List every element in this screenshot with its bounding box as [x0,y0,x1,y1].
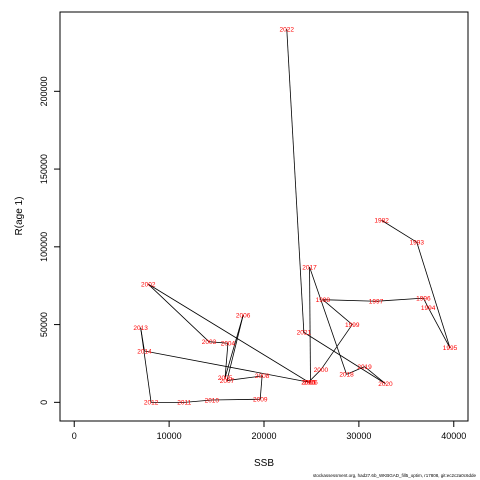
year-point-label: 2015 [301,379,316,386]
year-point-label: 2002 [141,281,156,288]
x-axis: 0 10000 20000 30000 40000 [72,420,466,441]
year-labels: 1982 1993 1995 1994 1996 1997 1998 1999 2000 2001… [133,26,457,406]
year-point-label: 2011 [177,400,191,407]
year-point-label: 2000 [314,367,329,374]
path-segment [423,297,429,308]
path-segment [320,324,353,370]
x-tick-label: 40000 [441,431,466,441]
year-point-label: 2012 [144,400,159,407]
path-segment [147,283,210,342]
year-point-label: 2006 [236,313,251,320]
path-segment [144,350,309,383]
y-tick-label: 0 [39,400,49,405]
y-tick-label: 100000 [39,232,49,262]
x-tick-label: 10000 [157,431,182,441]
x-tick-label: 20000 [251,431,276,441]
year-point-label: 2017 [302,264,317,271]
path-segment [286,29,305,333]
year-point-label: 2007 [220,378,235,385]
path-segment [303,332,386,385]
path-segment [381,220,417,243]
year-point-label: 1982 [374,218,389,225]
year-point-label: 2013 [133,325,148,332]
path-segment [226,315,244,381]
path-segment [364,366,386,384]
y-tick-label: 150000 [39,154,49,184]
y-axis-label: R(age 1) [14,197,25,236]
path-segment [416,242,451,349]
year-point-label: 2021 [297,330,312,337]
year-point-label: 2009 [253,397,268,404]
x-tick-label: 30000 [346,431,371,441]
path-segment [211,398,261,401]
plot-frame [59,11,469,422]
path-segment [140,327,145,352]
path-segment [309,267,311,383]
path-segment [224,343,229,378]
year-point-label: 2003 [202,339,217,346]
year-point-label: 1995 [443,345,458,352]
path-segment [309,266,347,375]
year-point-label: 1998 [316,297,331,304]
x-tick-label: 0 [72,431,77,441]
year-point-label: 2018 [339,372,354,379]
year-point-label: 2020 [378,381,393,388]
path-segment [322,299,376,302]
year-point-label: 1993 [410,239,425,246]
year-point-label: 2019 [357,364,372,371]
year-point-label: 1996 [416,295,431,302]
y-tick-label: 50000 [39,312,49,337]
year-point-label: 2004 [221,341,236,348]
path-segment [208,341,228,344]
year-point-label: 2010 [205,397,220,404]
year-point-label: 2008 [255,373,270,380]
path-segment [322,299,353,325]
year-point-label: 2005 [218,375,233,382]
stock-recruitment-path [140,29,451,403]
y-tick-label: 200000 [39,76,49,106]
year-point-label: 2016 [303,379,318,386]
year-point-label: 1994 [421,305,436,312]
path-segment [184,399,212,403]
year-point-label: 2001 [301,379,316,386]
path-segment [226,375,263,381]
year-point-label: 1999 [345,322,360,329]
path-segment [346,366,365,375]
path-segment [427,307,451,349]
path-segment [375,297,424,302]
year-point-label: 1997 [369,299,384,306]
x-axis-label: SSB [254,458,274,469]
y-axis: 0 50000 100000 150000 200000 [39,76,61,405]
path-segment [148,283,309,383]
path-segment [259,375,263,400]
footer-note: stockassessment.org, had27.6b_WKBGAD_fil… [313,473,477,478]
year-point-label: 2022 [280,26,295,33]
year-point-label: 2014 [137,348,152,355]
